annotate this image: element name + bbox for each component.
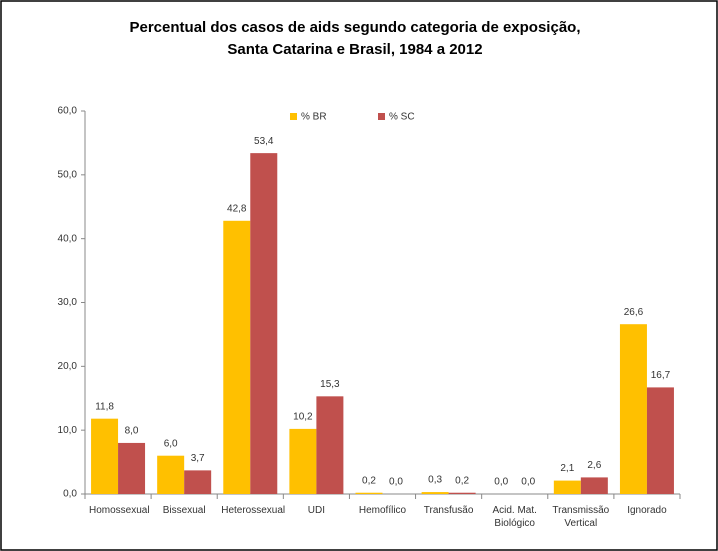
value-label: 8,0 bbox=[125, 426, 139, 437]
bar bbox=[118, 442, 146, 494]
value-label: 42,8 bbox=[227, 203, 247, 214]
x-tick-label: Transfusão bbox=[423, 505, 474, 516]
bar bbox=[553, 480, 581, 494]
x-tick-label: Transmissão Vertical bbox=[552, 505, 610, 529]
bar bbox=[646, 387, 674, 494]
value-label: 10,2 bbox=[293, 412, 313, 423]
y-tick-label: 40,0 bbox=[58, 233, 78, 244]
x-tick-label: Bissexual bbox=[162, 505, 206, 516]
y-tick-label: 30,0 bbox=[58, 297, 78, 308]
bar bbox=[316, 396, 344, 494]
value-label: 15,3 bbox=[320, 379, 340, 390]
bar bbox=[448, 492, 476, 494]
bar bbox=[91, 418, 119, 494]
value-label: 2,1 bbox=[560, 463, 574, 474]
x-tick-label: Ignorado bbox=[627, 505, 667, 516]
value-label: 26,6 bbox=[624, 307, 644, 318]
y-tick-label: 60,0 bbox=[58, 106, 78, 117]
value-label: 53,4 bbox=[254, 136, 274, 147]
y-tick-label: 0,0 bbox=[63, 489, 77, 500]
bar bbox=[580, 477, 608, 494]
x-tick-label: Hemofílico bbox=[358, 505, 407, 516]
legend-label: % BR bbox=[301, 112, 327, 123]
value-label: 2,6 bbox=[587, 460, 601, 471]
bar bbox=[421, 492, 449, 494]
x-tick-label: Acid. Mat. Biológico bbox=[492, 505, 537, 529]
value-label: 0,2 bbox=[362, 475, 376, 486]
bar bbox=[184, 470, 212, 494]
legend-swatch bbox=[378, 113, 385, 120]
value-label: 0,0 bbox=[389, 477, 403, 488]
x-tick-label: Heterossexual bbox=[221, 505, 286, 516]
y-tick-label: 20,0 bbox=[58, 361, 78, 372]
value-label: 0,0 bbox=[494, 477, 508, 488]
value-label: 0,2 bbox=[455, 475, 469, 486]
x-tick-label: UDI bbox=[307, 505, 325, 516]
legend-label: % SC bbox=[389, 112, 415, 123]
value-label: 0,0 bbox=[521, 477, 535, 488]
bar bbox=[250, 153, 278, 494]
chart-title: Santa Catarina e Brasil, 1984 a 2012 bbox=[227, 41, 482, 58]
y-tick-label: 50,0 bbox=[58, 169, 78, 180]
y-tick-label: 10,0 bbox=[58, 425, 78, 436]
bar bbox=[157, 455, 185, 494]
bar bbox=[289, 428, 317, 494]
value-label: 0,3 bbox=[428, 475, 442, 486]
value-label: 6,0 bbox=[164, 438, 178, 449]
legend-swatch bbox=[290, 113, 297, 120]
value-label: 16,7 bbox=[651, 370, 671, 381]
bar bbox=[223, 220, 251, 494]
bar bbox=[355, 492, 383, 494]
x-tick-label: Homossexual bbox=[89, 505, 150, 516]
value-label: 11,8 bbox=[95, 401, 114, 412]
value-label: 3,7 bbox=[191, 453, 205, 464]
bar bbox=[619, 324, 647, 494]
chart-title: Percentual dos casos de aids segundo cat… bbox=[130, 19, 581, 36]
